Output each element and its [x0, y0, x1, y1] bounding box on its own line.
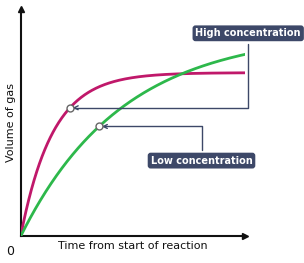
Text: Low concentration: Low concentration: [103, 125, 252, 166]
Y-axis label: Volume of gas: Volume of gas: [6, 83, 16, 162]
X-axis label: Time from start of reaction: Time from start of reaction: [58, 240, 208, 251]
Text: 0: 0: [6, 245, 14, 259]
Text: High concentration: High concentration: [74, 28, 301, 110]
